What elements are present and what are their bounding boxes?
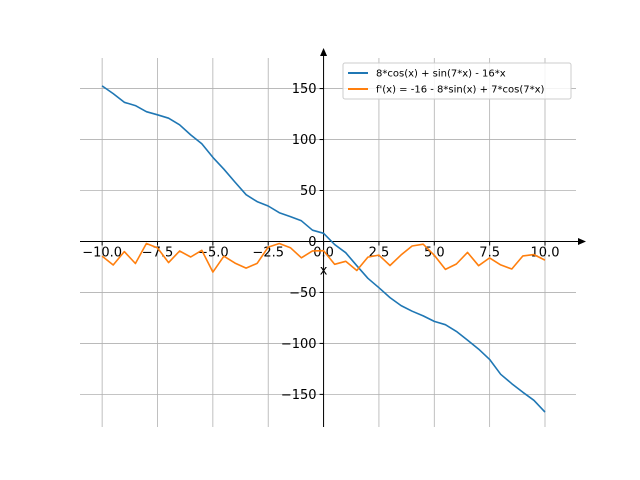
x-tick-label: −5.0 (197, 245, 229, 260)
y-tick-label: 0 (308, 235, 316, 250)
y-tick-label: 150 (292, 82, 317, 97)
x-axis-arrow (578, 237, 586, 245)
x-axis-title: x (320, 263, 328, 278)
y-axis-arrow (320, 48, 328, 56)
x-tick-label: −7.5 (142, 245, 174, 260)
x-tick-label: −2.5 (252, 245, 284, 260)
legend: 8*cos(x) + sin(7*x) - 16*x f'(x) = -16 - … (342, 62, 572, 100)
y-tick-label: 50 (300, 184, 317, 199)
y-tick-label: −150 (281, 388, 317, 403)
x-tick-label: −10.0 (82, 245, 122, 260)
y-tick-label: −50 (289, 286, 316, 301)
x-tick-label: 7.5 (479, 245, 500, 260)
series-lines (101, 85, 546, 413)
legend-label-1: 8*cos(x) + sin(7*x) - 16*x (376, 69, 506, 80)
axes (80, 48, 586, 427)
tick-labels: −10.0 −7.5 −5.0 −2.5 0.0 2.5 5.0 7.5 10.0−150−10… (82, 82, 559, 403)
y-tick-label: 100 (292, 133, 317, 148)
y-tick-label: −100 (281, 337, 317, 352)
series-line-1 (101, 85, 546, 413)
x-tick-label: 2.5 (369, 245, 390, 260)
legend-frame (342, 62, 572, 100)
legend-label-2: f'(x) = -16 - 8*sin(x) + 7*cos(7*x) (376, 85, 545, 96)
series-line-2 (101, 242, 546, 273)
x-tick-label: 10.0 (531, 245, 560, 260)
